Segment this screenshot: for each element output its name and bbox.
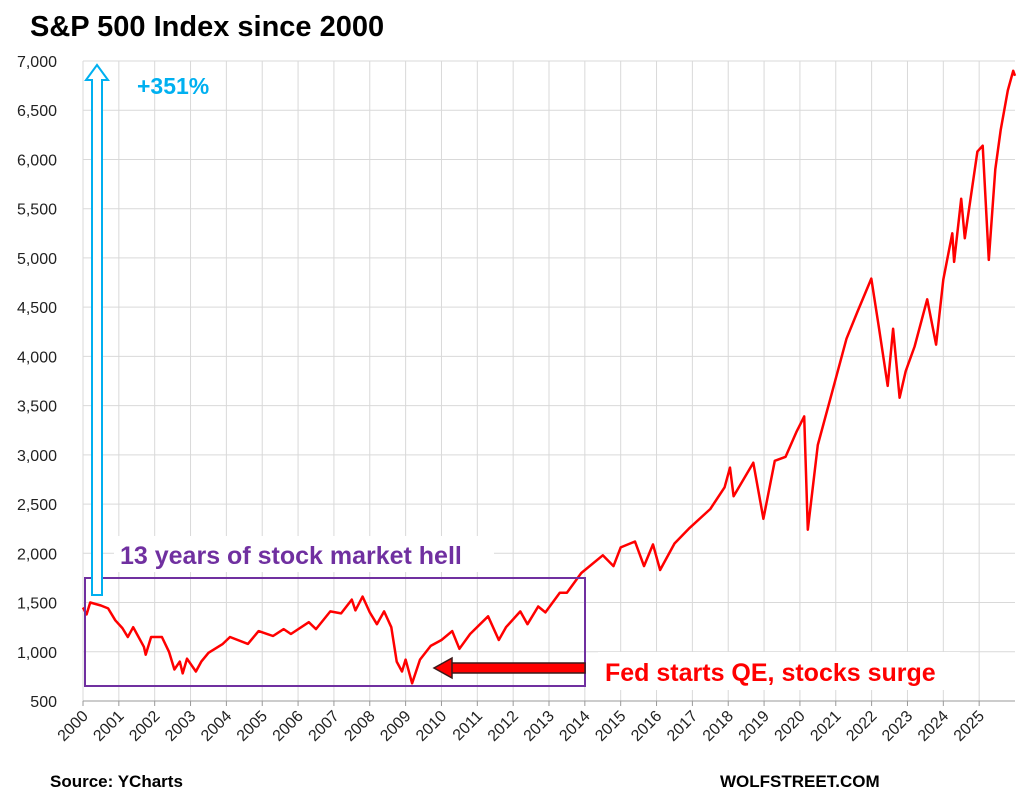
highlight-box xyxy=(84,577,586,687)
y-tick-label: 5,500 xyxy=(17,202,57,219)
left-arrow-shaft xyxy=(449,662,586,674)
source: Source: YCharts xyxy=(50,772,183,791)
y-tick-label: 4,500 xyxy=(17,300,57,317)
y-tick-label: 1,000 xyxy=(17,645,57,662)
y-tick-label: 500 xyxy=(30,694,57,711)
credit: WOLFSTREET.COM xyxy=(720,772,880,791)
y-tick-label: 3,000 xyxy=(17,448,57,465)
y-tick-label: 4,000 xyxy=(17,349,57,366)
grid xyxy=(82,60,1015,702)
chart-title: S&P 500 Index since 2000 xyxy=(30,11,384,43)
y-tick-label: 2,000 xyxy=(17,546,57,563)
qe-label: Fed starts QE, stocks surge xyxy=(605,659,936,687)
y-tick-label: 1,500 xyxy=(17,596,57,613)
y-tick-label: 3,500 xyxy=(17,399,57,416)
label-bg xyxy=(598,652,960,690)
annotations: +351% 13 years of stock market hell Fed … xyxy=(84,63,960,690)
y-tick-label: 7,000 xyxy=(17,54,57,71)
y-tick-label: 5,000 xyxy=(17,251,57,268)
y-tick-label: 6,500 xyxy=(17,103,57,120)
series-line xyxy=(81,69,1017,685)
y-tick-label: 2,500 xyxy=(17,497,57,514)
label-bg xyxy=(114,536,494,572)
gain-label: +351% xyxy=(137,73,209,99)
hell-label: 13 years of stock market hell xyxy=(120,542,462,570)
left-arrow-head xyxy=(432,656,453,680)
y-tick-label: 6,000 xyxy=(17,152,57,169)
lines xyxy=(81,69,1017,685)
up-arrow xyxy=(84,63,110,596)
